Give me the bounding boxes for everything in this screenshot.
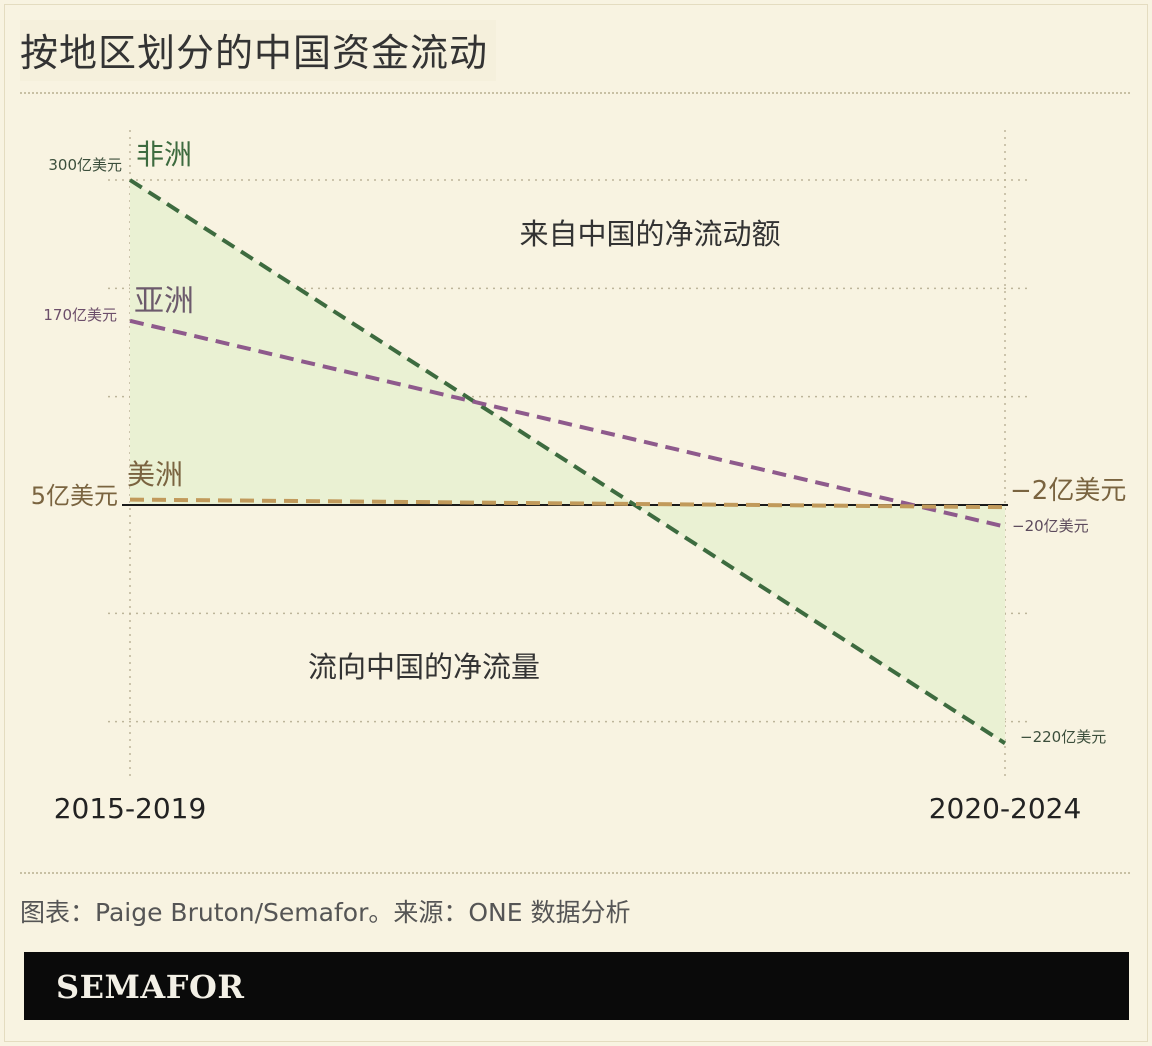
start-value-africa: 300亿美元 [48,156,122,174]
x-tick-label-end: 2020-2024 [929,792,1082,825]
x-tick-label-start: 2015-2019 [54,792,207,825]
annotation-above: 来自中国的净流动额 [519,217,780,251]
brand-logo: SEMAFOR [56,968,245,1006]
source-divider [20,872,1130,874]
end-value-asia: −20亿美元 [1012,517,1089,535]
end-value-americas: −2亿美元 [1010,476,1126,506]
series-name-americas: 美洲 [127,458,183,491]
brand-bar: SEMAFOR [24,952,1129,1020]
series-name-asia: 亚洲 [134,284,194,319]
chart-frame [4,4,1148,1042]
chart-canvas: 非洲 300亿美元 −220亿美元 亚洲 170亿美元 −20亿美元 美洲 5亿美元 −2亿美元… [31,130,1127,825]
annotation-below: 流向中国的净流量 [308,650,540,684]
title-divider [20,92,1130,94]
start-value-americas: 5亿美元 [31,482,118,510]
source-note: 图表：Paige Bruton/Semafor。来源：ONE 数据分析 [20,898,631,927]
series-line-africa [128,178,1007,746]
end-value-africa: −220亿美元 [1020,728,1106,746]
chart-title: 按地区划分的中国资金流动 [20,20,497,81]
series-line-americas [129,497,1006,510]
start-value-asia: 170亿美元 [43,306,117,324]
series-name-africa: 非洲 [136,138,192,171]
series-lines [128,178,1007,746]
series-line-asia [129,318,1006,529]
series-labels: 非洲 300亿美元 −220亿美元 亚洲 170亿美元 −20亿美元 美洲 5亿美元 −2亿美元 [31,138,1127,746]
